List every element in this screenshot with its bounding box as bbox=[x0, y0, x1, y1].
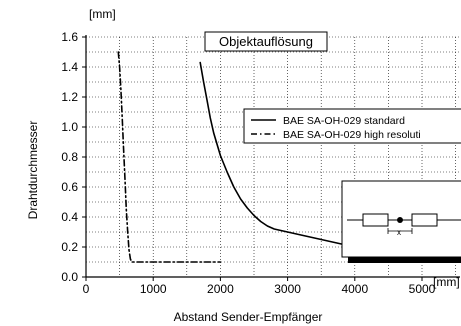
x-tick-label: 1000 bbox=[140, 282, 167, 296]
x-tick-label: 4000 bbox=[341, 282, 368, 296]
x-tick-label: 0 bbox=[83, 282, 90, 296]
y-tick-label: 0.6 bbox=[61, 180, 78, 194]
inset-receiver bbox=[411, 213, 438, 227]
y-tick-label: 0.0 bbox=[61, 270, 78, 284]
y-tick-label: 1.2 bbox=[61, 90, 78, 104]
legend: BAE SA-OH-029 standard BAE SA-OH-029 hig… bbox=[243, 108, 461, 144]
y-tick-label: 0.2 bbox=[61, 240, 78, 254]
y-tick-label: 0.4 bbox=[61, 210, 78, 224]
y-tick-label: 1.0 bbox=[61, 120, 78, 134]
chart-title-box: Objektauflösung bbox=[204, 31, 328, 52]
axes bbox=[82, 35, 460, 281]
inset-sender bbox=[362, 213, 389, 227]
y-tick-label: 1.6 bbox=[61, 30, 78, 44]
tick-labels: 0 1000 2000 3000 4000 5000 0.0 0.2 0.4 0.6 0.8 1.0 1… bbox=[61, 30, 435, 296]
y-tick-label: 1.4 bbox=[61, 60, 78, 74]
x-tick-label: 3000 bbox=[274, 282, 301, 296]
series-line-high-resolution bbox=[117, 51, 222, 263]
x-unit-label: [mm] bbox=[433, 275, 460, 289]
series-layer bbox=[117, 51, 356, 263]
y-axis-label: Drahtdurchmesser bbox=[26, 121, 40, 220]
x-tick-label: 5000 bbox=[409, 282, 436, 296]
y-tick-label: 0.8 bbox=[61, 150, 78, 164]
legend-label-high-resolution: BAE SA-OH-029 high resoluti bbox=[283, 129, 421, 141]
inset-diagram: x bbox=[341, 180, 461, 263]
y-unit-label: [mm] bbox=[89, 7, 116, 21]
chart-title: Objektauflösung bbox=[219, 34, 313, 49]
series-line-standard bbox=[199, 61, 356, 248]
legend-label-standard: BAE SA-OH-029 standard bbox=[283, 115, 405, 127]
x-tick-label: 2000 bbox=[207, 282, 234, 296]
x-axis-label: Abstand Sender-Empfänger bbox=[174, 310, 323, 324]
inset-dim-label: x bbox=[397, 228, 401, 237]
inset-wire-dot bbox=[397, 217, 403, 223]
